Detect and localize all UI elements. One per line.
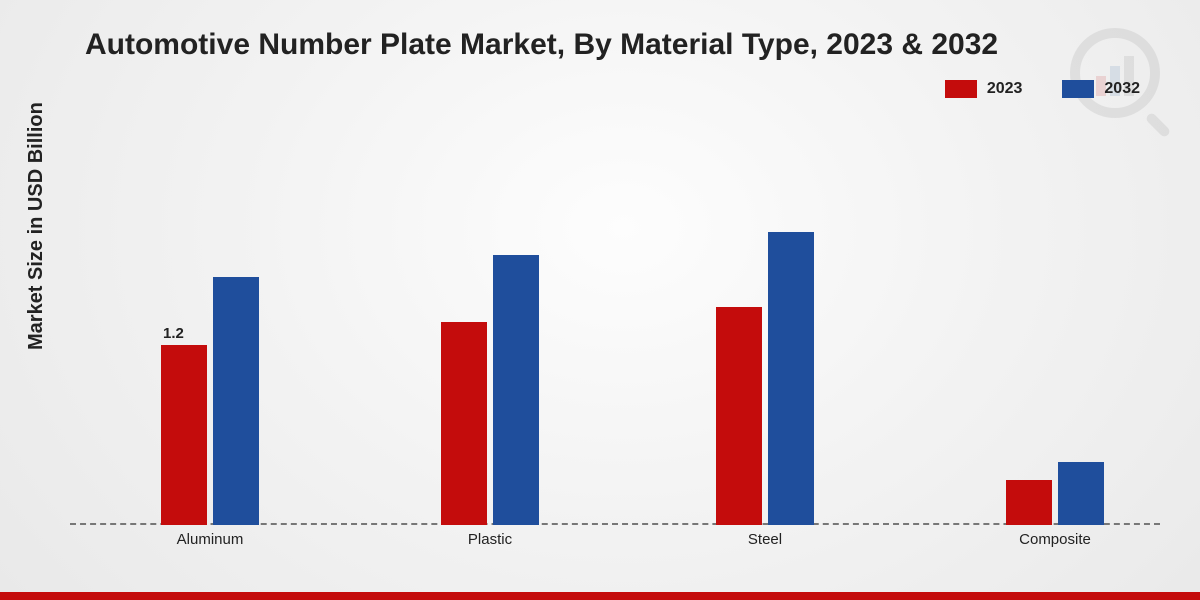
- watermark-logo: [1070, 28, 1160, 118]
- legend-item-2032: 2032: [1062, 80, 1140, 98]
- bar-aluminum-2032: [213, 277, 259, 525]
- bar-steel-2023: [716, 307, 762, 525]
- bar-composite-2023: [1006, 480, 1052, 525]
- legend-label-2023: 2023: [987, 80, 1023, 98]
- legend-swatch-2032: [1062, 80, 1094, 98]
- value-label-aluminum-2023: 1.2: [163, 325, 184, 342]
- bar-steel-2032: [768, 232, 814, 525]
- bar-aluminum-2023: [161, 345, 207, 525]
- x-axis-labels: Aluminum Plastic Steel Composite: [70, 525, 1160, 555]
- bar-plastic-2023: [441, 322, 487, 525]
- x-label-steel: Steel: [695, 531, 835, 548]
- chart-title: Automotive Number Plate Market, By Mater…: [85, 28, 998, 62]
- footer-accent-bar: [0, 592, 1200, 600]
- plot-area: 1.2: [70, 135, 1160, 525]
- bar-composite-2032: [1058, 462, 1104, 525]
- legend-label-2032: 2032: [1104, 80, 1140, 98]
- y-axis-label: Market Size in USD Billion: [25, 102, 48, 350]
- legend: 2023 2032: [945, 80, 1140, 98]
- legend-item-2023: 2023: [945, 80, 1023, 98]
- legend-swatch-2023: [945, 80, 977, 98]
- x-label-aluminum: Aluminum: [140, 531, 280, 548]
- x-label-plastic: Plastic: [420, 531, 560, 548]
- bar-plastic-2032: [493, 255, 539, 525]
- x-label-composite: Composite: [985, 531, 1125, 548]
